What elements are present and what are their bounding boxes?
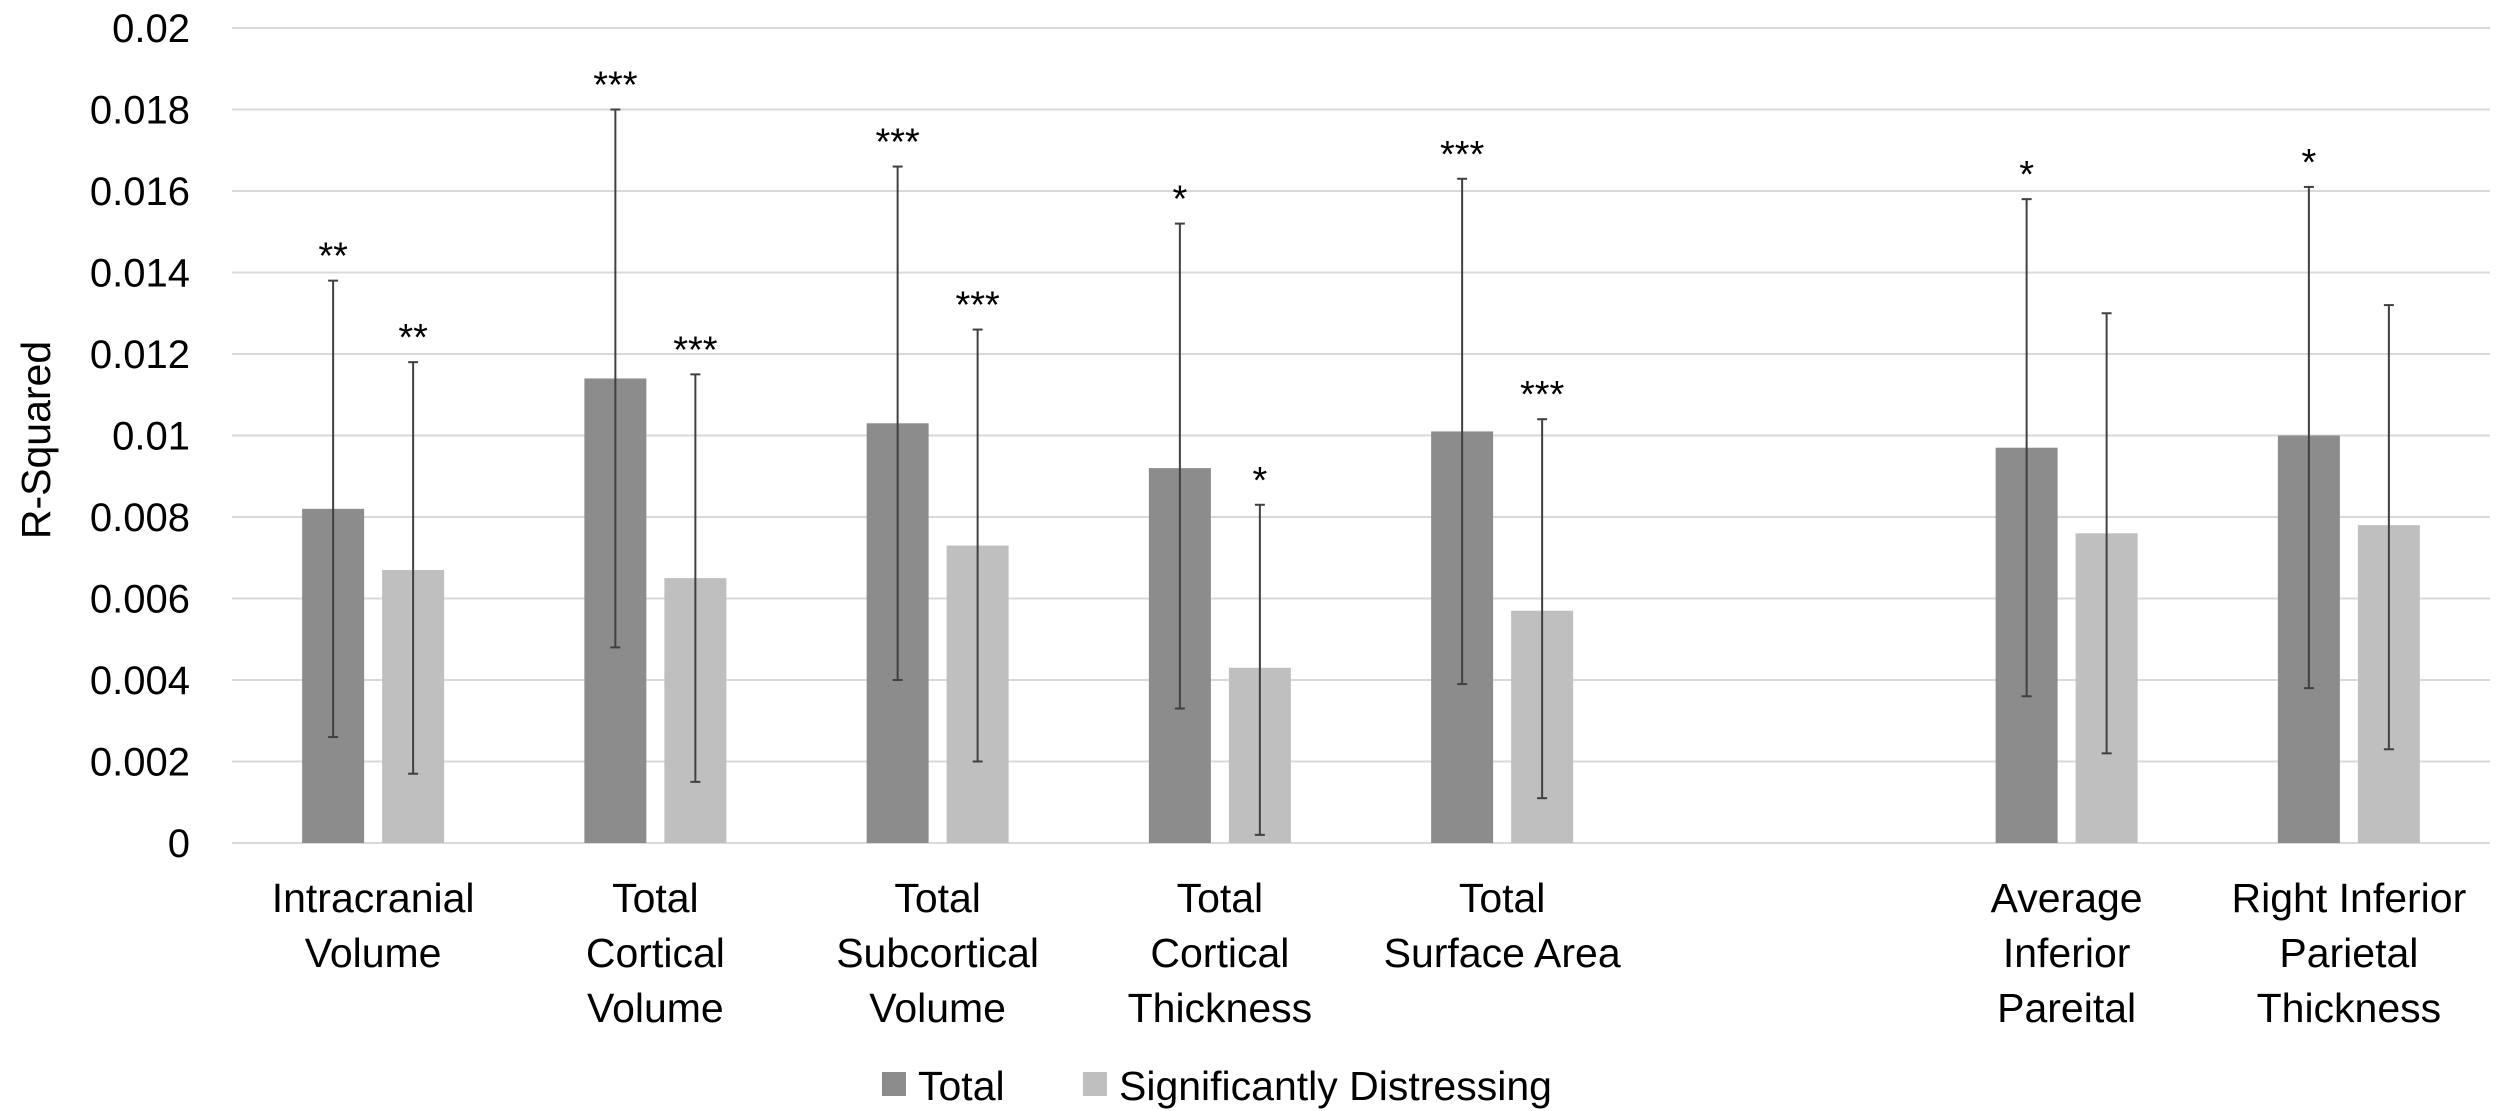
significance-label: *** xyxy=(593,65,638,107)
y-tick-label: 0.014 xyxy=(90,252,190,296)
category-label: Total xyxy=(612,875,699,921)
bars xyxy=(302,378,2420,843)
y-tick-label: 0.018 xyxy=(90,89,190,133)
category-label: Volume xyxy=(869,985,1006,1031)
significance-label: *** xyxy=(1440,134,1485,176)
significance-label: *** xyxy=(1520,374,1565,416)
y-tick-label: 0.002 xyxy=(90,741,190,785)
significance-label: * xyxy=(1172,179,1187,221)
category-label: Volume xyxy=(587,985,724,1031)
legend: Total Significantly Distressing xyxy=(882,1063,1552,1109)
category-label: Thickness xyxy=(1128,985,1313,1031)
significance-label: ** xyxy=(318,236,348,278)
category-label: Subcortical xyxy=(836,930,1039,976)
category-label: Thickness xyxy=(2257,985,2442,1031)
category-label: Inferior xyxy=(2003,930,2131,976)
y-tick-label: 0.004 xyxy=(90,659,190,703)
category-labels: Intracranial Volume Total Cortical Volume Tot… xyxy=(272,875,2467,1031)
significance-label: *** xyxy=(955,285,1000,327)
category-label: Right Inferior xyxy=(2232,875,2467,921)
y-tick-label: 0.016 xyxy=(90,170,190,214)
y-tick-label: 0.02 xyxy=(112,7,190,51)
category-label: Total xyxy=(894,875,981,921)
significance-label: * xyxy=(2301,142,2316,184)
y-axis-title: R-Squared xyxy=(13,341,59,539)
y-axis-ticks: 0 0.002 0.004 0.006 0.008 0.01 0.012 0.014 0.016… xyxy=(90,7,190,866)
category-label: Average xyxy=(1991,875,2143,921)
category-label: Intracranial xyxy=(272,875,475,921)
legend-swatch xyxy=(1083,1072,1107,1096)
significance-label: *** xyxy=(673,329,718,371)
category-label: Cortical xyxy=(1150,930,1289,976)
category-label: Pareital xyxy=(1997,985,2136,1031)
significance-label: *** xyxy=(875,122,920,164)
category-label: Parietal xyxy=(2279,930,2418,976)
y-tick-label: 0.008 xyxy=(90,496,190,540)
category-label: Cortical xyxy=(586,930,725,976)
gridlines xyxy=(232,28,2490,843)
category-label: Volume xyxy=(305,930,442,976)
legend-swatch xyxy=(882,1072,906,1096)
y-tick-label: 0.01 xyxy=(112,415,190,459)
significance-label: * xyxy=(2019,154,2034,196)
category-label: Total xyxy=(1177,875,1264,921)
legend-label: Significantly Distressing xyxy=(1119,1063,1552,1109)
y-tick-label: 0.006 xyxy=(90,578,190,622)
category-label: Surface Area xyxy=(1384,930,1621,976)
y-tick-label: 0 xyxy=(168,822,190,866)
legend-label: Total xyxy=(918,1063,1005,1109)
significance-label: * xyxy=(1252,460,1267,502)
y-tick-label: 0.012 xyxy=(90,333,190,377)
significance-label: ** xyxy=(398,317,428,359)
category-label: Total xyxy=(1459,875,1546,921)
